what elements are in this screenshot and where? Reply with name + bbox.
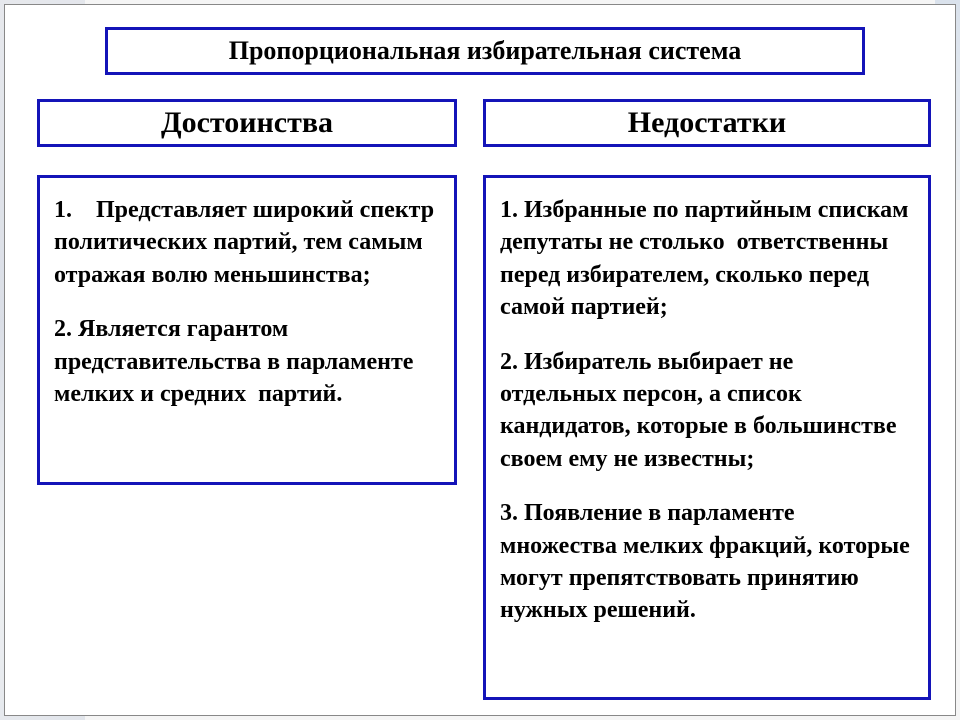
- disadvantage-point: 1. Избранные по партийным спискам депута…: [500, 194, 914, 324]
- advantage-point: 1. Представляет широкий спектр политичес…: [54, 194, 440, 291]
- advantage-point: 2. Является гарантом представительства в…: [54, 313, 440, 410]
- slide-frame: Пропорциональная избирательная система Д…: [4, 4, 956, 716]
- disadvantage-point: 2. Избиратель выбирает не отдельных перс…: [500, 346, 914, 476]
- advantages-header-box: Достоинства: [37, 99, 457, 147]
- disadvantages-header: Недостатки: [628, 106, 786, 140]
- advantages-header: Достоинства: [161, 106, 333, 140]
- advantages-content-box: 1. Представляет широкий спектр политичес…: [37, 175, 457, 485]
- title-box: Пропорциональная избирательная система: [105, 27, 865, 75]
- disadvantage-point: 3. Появление в парламенте множества мелк…: [500, 497, 914, 627]
- disadvantages-content-box: 1. Избранные по партийным спискам депута…: [483, 175, 931, 700]
- disadvantages-header-box: Недостатки: [483, 99, 931, 147]
- slide-title: Пропорциональная избирательная система: [229, 36, 741, 66]
